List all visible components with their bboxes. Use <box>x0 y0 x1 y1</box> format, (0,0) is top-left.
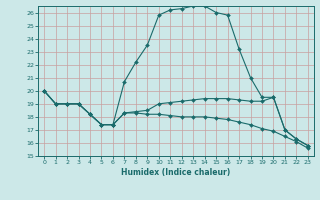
X-axis label: Humidex (Indice chaleur): Humidex (Indice chaleur) <box>121 168 231 177</box>
